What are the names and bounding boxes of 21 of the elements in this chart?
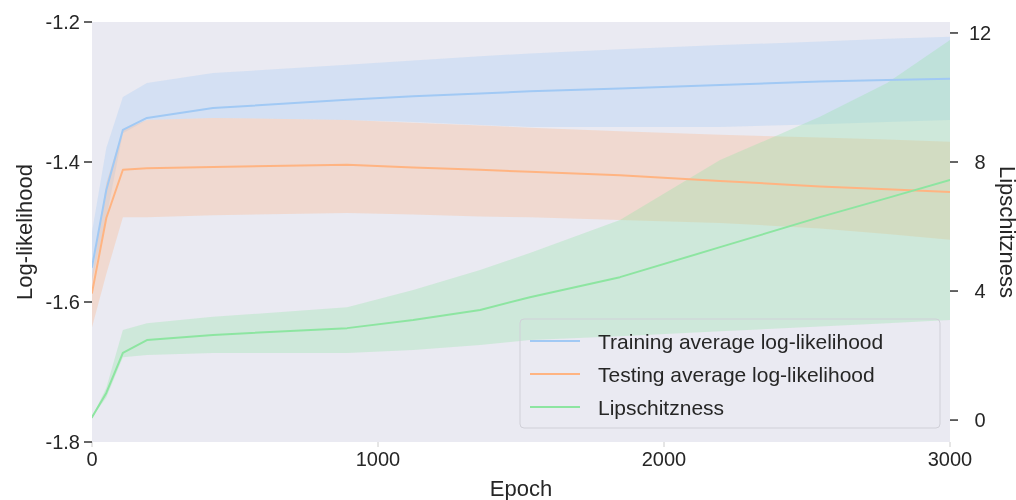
y2-tick-label: 4 [974,280,986,303]
x-tick-label: 1000 [355,448,401,470]
x-tick-label: 2000 [641,448,687,470]
y2-tick-label: 0 [974,409,986,432]
line-series [92,163,950,294]
y2-tick-label: 8 [974,151,986,173]
legend-label: Lipschitzness [598,396,725,419]
x-axis-title: Epoch [489,476,553,500]
line-series [92,77,950,268]
y2-tick-label: 12 [968,21,992,44]
y2-axis-title: Lipschitzness [995,165,1016,299]
legend-label: Training average log-likelihood [598,330,884,353]
y-axis-title: Log-likelihood [12,164,37,300]
y-tick-label: -1.8 [45,431,80,453]
y-tick-label: -1.2 [45,11,80,33]
line-series [92,179,950,419]
y-tick-label: -1.6 [45,291,80,313]
x-tick-label: 3000 [927,448,973,470]
legend-label: Testing average log-likelihood [598,363,875,386]
x-tick-label: 0 [86,448,98,470]
y-tick-label: -1.4 [45,151,80,173]
